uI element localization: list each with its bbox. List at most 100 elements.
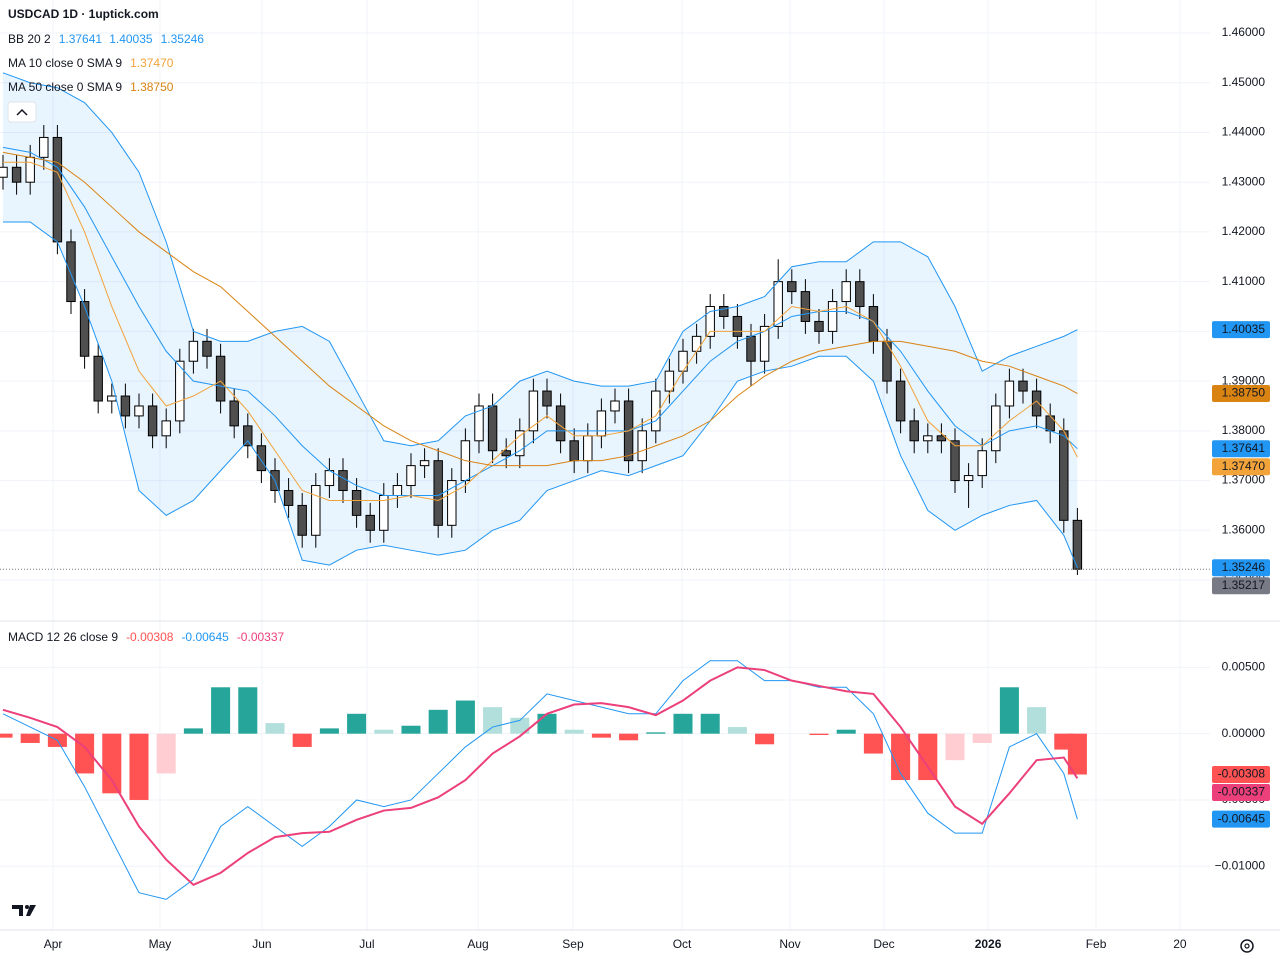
candle-body — [1045, 415, 1055, 432]
legend-entry: MACD 12 26 close 9 -0.00308 -0.00645 -0.003… — [8, 630, 285, 644]
y-tick-label: 1.37000 — [1222, 473, 1266, 487]
candle-body — [868, 306, 879, 342]
candle-body — [324, 470, 335, 487]
indicator-line — [2, 151, 1078, 467]
histogram-bar — [483, 707, 503, 734]
candle-body — [52, 136, 63, 243]
candle-body — [800, 291, 811, 322]
histogram-bar — [727, 727, 747, 734]
histogram-bar — [1067, 733, 1087, 775]
candle-body — [188, 340, 199, 362]
collapse-legend-button[interactable] — [7, 101, 37, 123]
candle-body — [161, 420, 171, 437]
candle-body — [923, 435, 933, 442]
candle-body — [651, 390, 661, 432]
price-badge-label: 1.37641 — [1222, 441, 1266, 455]
candle-body — [487, 405, 498, 452]
legend-entry: MA 50 close 0 SMA 9 1.38750 — [8, 80, 174, 94]
candle-body — [827, 301, 838, 332]
candle-body — [963, 475, 974, 482]
x-tick-label: Feb — [1086, 937, 1107, 951]
candle-body — [419, 460, 430, 467]
price-badge — [1212, 559, 1270, 577]
candle-body — [787, 281, 797, 293]
histogram-bar — [836, 729, 856, 734]
candle-body — [515, 430, 525, 457]
candle-body — [637, 430, 647, 462]
tv-logo — [12, 905, 36, 916]
candle-body — [841, 281, 851, 303]
candle-body — [256, 445, 267, 472]
histogram-bar — [238, 687, 258, 734]
macd-line — [2, 660, 1078, 900]
candle-body — [542, 390, 552, 407]
candle-body — [25, 156, 35, 183]
histogram-bar — [891, 733, 911, 781]
legend-name: MA 50 close 0 SMA 9 — [8, 80, 122, 94]
price-badge-label: 1.35246 — [1222, 560, 1266, 574]
histogram-bar — [20, 733, 40, 743]
x-tick-label: Apr — [44, 937, 63, 951]
legend-value: -0.00308 — [126, 630, 174, 644]
price-badge — [1212, 784, 1270, 802]
histogram-bar — [537, 713, 557, 734]
x-tick-label: Oct — [673, 937, 692, 951]
legend-value: 1.35246 — [161, 32, 205, 46]
legend-name: MACD 12 26 close 9 — [8, 630, 118, 644]
candle-body — [1059, 430, 1069, 521]
candle-body — [406, 465, 416, 487]
legend-entry: BB 20 2 1.37641 1.40035 1.35246 — [8, 32, 204, 46]
candle-body — [351, 490, 362, 516]
candle-body — [79, 301, 90, 357]
y-tick-label: 1.36000 — [1222, 522, 1266, 536]
price-badge-label: -0.00337 — [1218, 785, 1266, 799]
x-tick-label: Sep — [562, 937, 584, 951]
histogram-bar — [428, 709, 448, 734]
histogram-bar — [211, 687, 231, 734]
collapse-icon — [16, 108, 28, 116]
candle-body — [311, 485, 321, 536]
histogram-bar — [999, 687, 1019, 734]
histogram-bar — [319, 728, 339, 734]
legend-value: 1.38750 — [130, 80, 174, 94]
y-tick-label: 1.41000 — [1222, 274, 1266, 288]
indicator-line — [2, 221, 1078, 568]
histogram-bar — [945, 733, 965, 761]
histogram-bar — [129, 733, 149, 800]
settings-gear[interactable] — [1240, 939, 1254, 953]
candle-body — [691, 335, 702, 352]
candle-body — [909, 420, 919, 442]
candle-body — [732, 315, 743, 337]
x-tick-label: Jun — [252, 937, 271, 951]
price-badge-label: -0.00308 — [1218, 767, 1266, 781]
candle-body — [392, 485, 403, 496]
candle-body — [773, 281, 783, 327]
candle-body — [569, 440, 579, 462]
candle-body — [39, 136, 49, 158]
histogram-bar — [265, 723, 285, 734]
candle-body — [229, 400, 239, 427]
histogram-bar — [183, 728, 203, 734]
candle-body — [338, 470, 348, 492]
chart-title: USDCAD 1D · 1uptick.com — [8, 7, 159, 21]
histogram-bar — [102, 733, 122, 794]
candle-body — [283, 490, 294, 506]
legend-value: 1.37641 — [59, 32, 103, 46]
y-tick-label: 1.45000 — [1222, 75, 1266, 89]
price-badge — [1212, 810, 1270, 828]
legend-name: MA 10 close 0 SMA 9 — [8, 56, 122, 70]
candle-body — [596, 410, 607, 437]
histogram-bar — [619, 733, 639, 741]
y-tick-label: 0.00500 — [1222, 660, 1266, 674]
legend-value: -0.00337 — [237, 630, 285, 644]
histogram-bar — [292, 733, 312, 747]
candle-body — [501, 450, 511, 457]
legend-value: 1.40035 — [109, 32, 153, 46]
signal-line — [2, 666, 1079, 886]
legend-name: BB 20 2 — [8, 32, 51, 46]
price-badge-label: 1.37470 — [1222, 459, 1266, 473]
histogram-bar — [591, 733, 611, 738]
candle-body — [678, 350, 688, 372]
